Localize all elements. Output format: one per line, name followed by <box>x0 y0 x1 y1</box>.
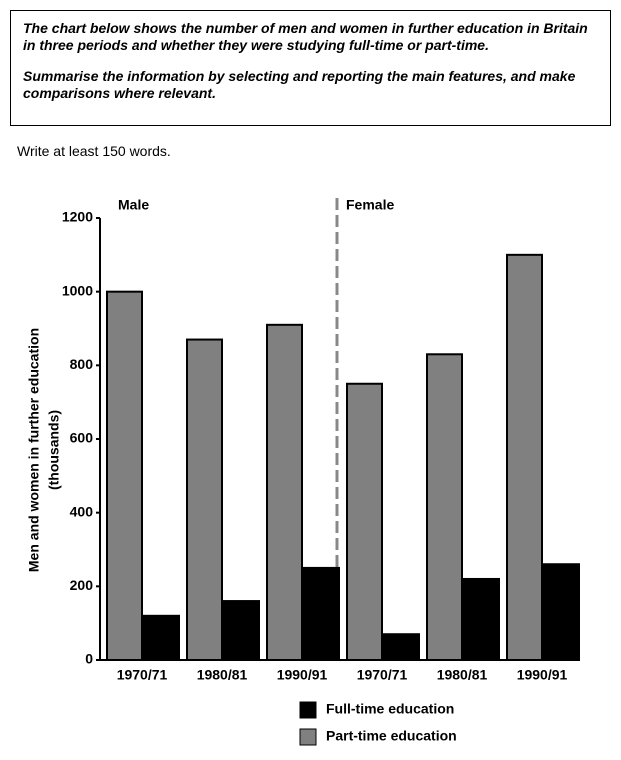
instruction: Write at least 150 words. <box>17 143 171 159</box>
prompt-text: The chart below shows the number of men … <box>23 20 588 53</box>
bar <box>186 338 223 661</box>
prompt-text: Summarise the information by selecting a… <box>23 68 576 101</box>
legend-swatch <box>299 728 317 746</box>
y-tick-label: 600 <box>70 430 94 446</box>
bar <box>461 577 500 662</box>
bar <box>381 633 420 662</box>
bar <box>301 566 340 662</box>
bar <box>541 563 580 662</box>
legend-swatch <box>299 701 317 719</box>
y-tick-label: 200 <box>70 577 94 593</box>
y-tick-label: 0 <box>85 651 93 667</box>
bar <box>266 323 303 661</box>
x-tick-label: 1970/71 <box>117 667 168 683</box>
y-axis-label: Men and women in further education <box>26 328 42 572</box>
bar <box>346 382 383 661</box>
legend-label: Part-time education <box>326 728 457 744</box>
bar <box>141 614 180 661</box>
y-axis-label: (thousands) <box>46 410 62 490</box>
prompt-box: The chart below shows the number of men … <box>10 10 611 126</box>
bar <box>106 290 143 661</box>
x-tick-label: 1990/91 <box>517 667 568 683</box>
bar <box>426 353 463 661</box>
x-tick-label: 1980/81 <box>437 667 488 683</box>
y-tick-label: 1000 <box>62 282 93 298</box>
bar <box>506 253 543 661</box>
x-tick-label: 1970/71 <box>357 667 408 683</box>
bar <box>221 600 260 661</box>
x-tick-label: 1990/91 <box>277 667 328 683</box>
x-tick-label: 1980/81 <box>197 667 248 683</box>
legend-label: Full-time education <box>326 701 454 717</box>
y-tick-label: 800 <box>70 356 94 372</box>
y-tick-label: 1200 <box>62 209 93 225</box>
group-label: Female <box>346 197 394 213</box>
group-label: Male <box>118 197 149 213</box>
y-tick-label: 400 <box>70 503 94 519</box>
